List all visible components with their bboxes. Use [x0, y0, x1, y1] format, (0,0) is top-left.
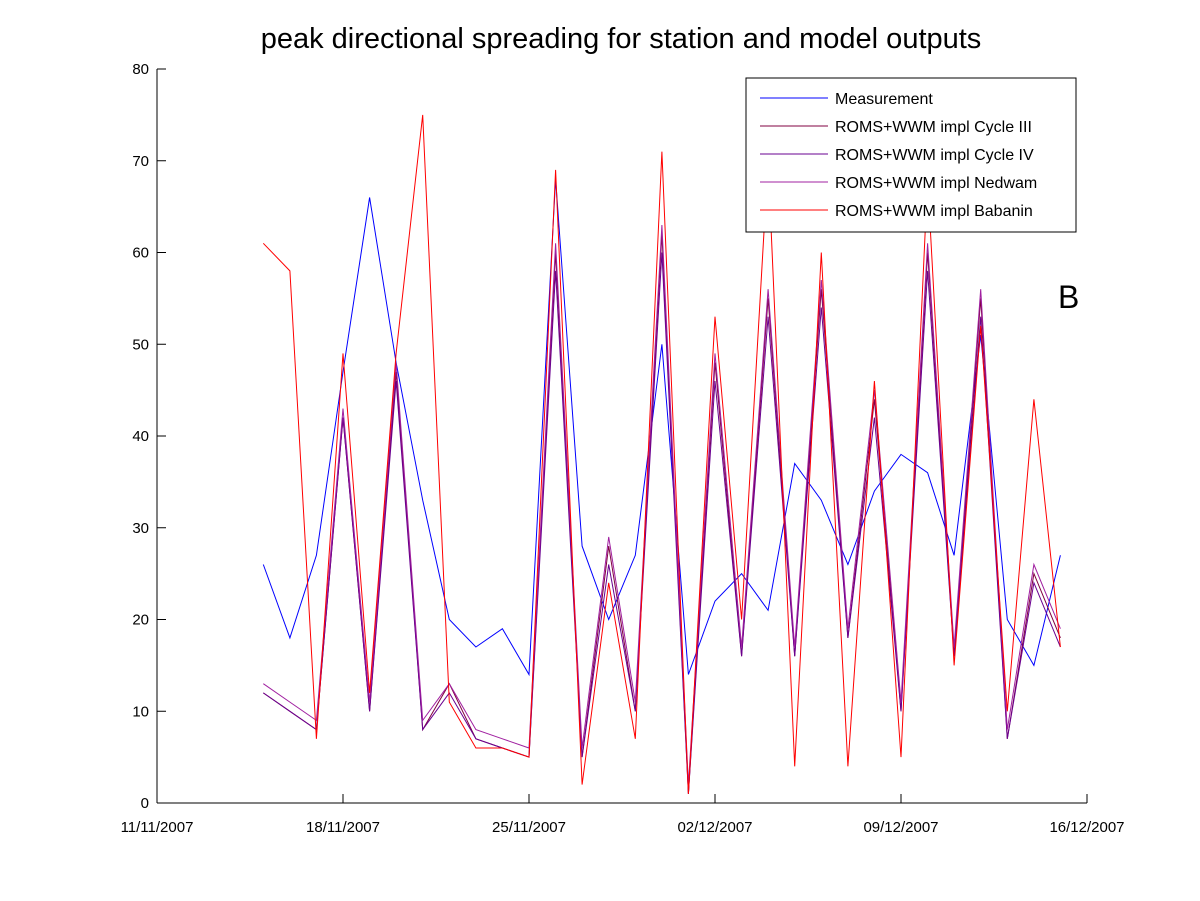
y-tick-label: 20 [132, 612, 149, 629]
x-tick-label: 02/12/2007 [677, 819, 752, 836]
x-tick-label: 16/12/2007 [1049, 819, 1124, 836]
legend-box [745, 77, 1077, 233]
legend-label: ROMS+WWM impl Nedwam [835, 175, 1037, 192]
y-tick-label: 40 [132, 428, 149, 445]
x-tick-label: 25/11/2007 [492, 819, 566, 836]
y-tick-label: 0 [141, 795, 149, 812]
legend-label: ROMS+WWM impl Babanin [835, 203, 1033, 220]
y-tick-label: 10 [132, 703, 149, 720]
series-line-2 [263, 252, 1061, 794]
x-tick-label: 09/12/2007 [863, 819, 938, 836]
x-tick-label: 11/11/2007 [121, 819, 194, 836]
x-tick-label: 18/11/2007 [306, 819, 380, 836]
axes-layer: 0 10 20 30 40 50 60 70 80 11/11/2007 18/11/2007 25/… [121, 61, 1125, 836]
y-tick-label: 30 [132, 520, 149, 537]
y-tick-label: 70 [132, 153, 149, 170]
y-tick-label: 50 [132, 336, 149, 353]
y-tick-label: 60 [132, 245, 149, 262]
chart-title: peak directional spreading for station a… [261, 23, 982, 55]
panel-label: B [1058, 279, 1079, 315]
y-tick-label: 80 [132, 61, 149, 78]
legend-label: ROMS+WWM impl Cycle III [835, 119, 1032, 136]
legend-label: Measurement [835, 91, 933, 108]
legend: Measurement ROMS+WWM impl Cycle III ROMS+W… [745, 77, 1077, 233]
legend-label: ROMS+WWM impl Cycle IV [835, 147, 1034, 164]
series-line-3 [263, 224, 1061, 785]
